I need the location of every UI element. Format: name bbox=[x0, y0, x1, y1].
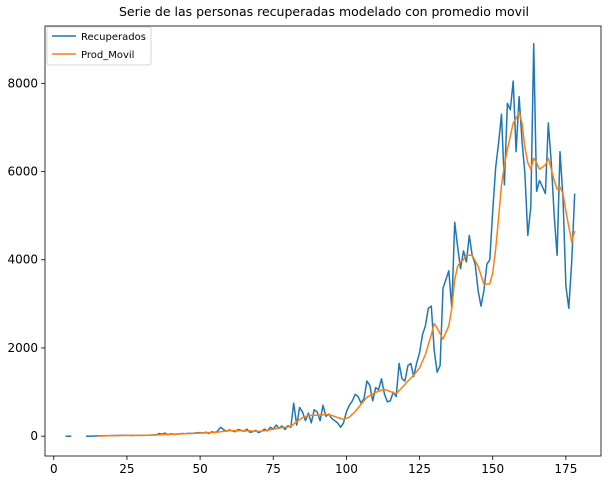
y-tick-label: 0 bbox=[30, 429, 38, 443]
legend-label-prod-movil: Prod_Movil bbox=[81, 50, 134, 61]
x-axis: 0 25 50 75 100 125 150 175 bbox=[50, 456, 577, 476]
x-tick-label: 50 bbox=[192, 462, 207, 476]
legend: Recuperados Prod_Movil bbox=[46, 26, 152, 66]
y-tick-label: 6000 bbox=[7, 165, 38, 179]
x-tick-label: 100 bbox=[335, 462, 358, 476]
legend-label-recuperados: Recuperados bbox=[81, 32, 146, 43]
x-tick-label: 25 bbox=[119, 462, 134, 476]
chart-title: Serie de las personas recuperadas modela… bbox=[119, 4, 529, 19]
axes-frame bbox=[44, 25, 602, 457]
x-tick-label: 125 bbox=[408, 462, 431, 476]
series-layer bbox=[65, 42, 576, 437]
x-tick-label: 75 bbox=[266, 462, 281, 476]
x-tick-label: 0 bbox=[50, 462, 58, 476]
x-tick-label: 150 bbox=[481, 462, 504, 476]
x-tick-label: 175 bbox=[554, 462, 577, 476]
series-line-prod-movil-0 bbox=[97, 111, 576, 437]
y-tick-label: 8000 bbox=[7, 76, 38, 90]
y-tick-label: 4000 bbox=[7, 253, 38, 267]
y-axis: 0 2000 4000 6000 8000 bbox=[7, 76, 45, 443]
y-tick-label: 2000 bbox=[7, 341, 38, 355]
